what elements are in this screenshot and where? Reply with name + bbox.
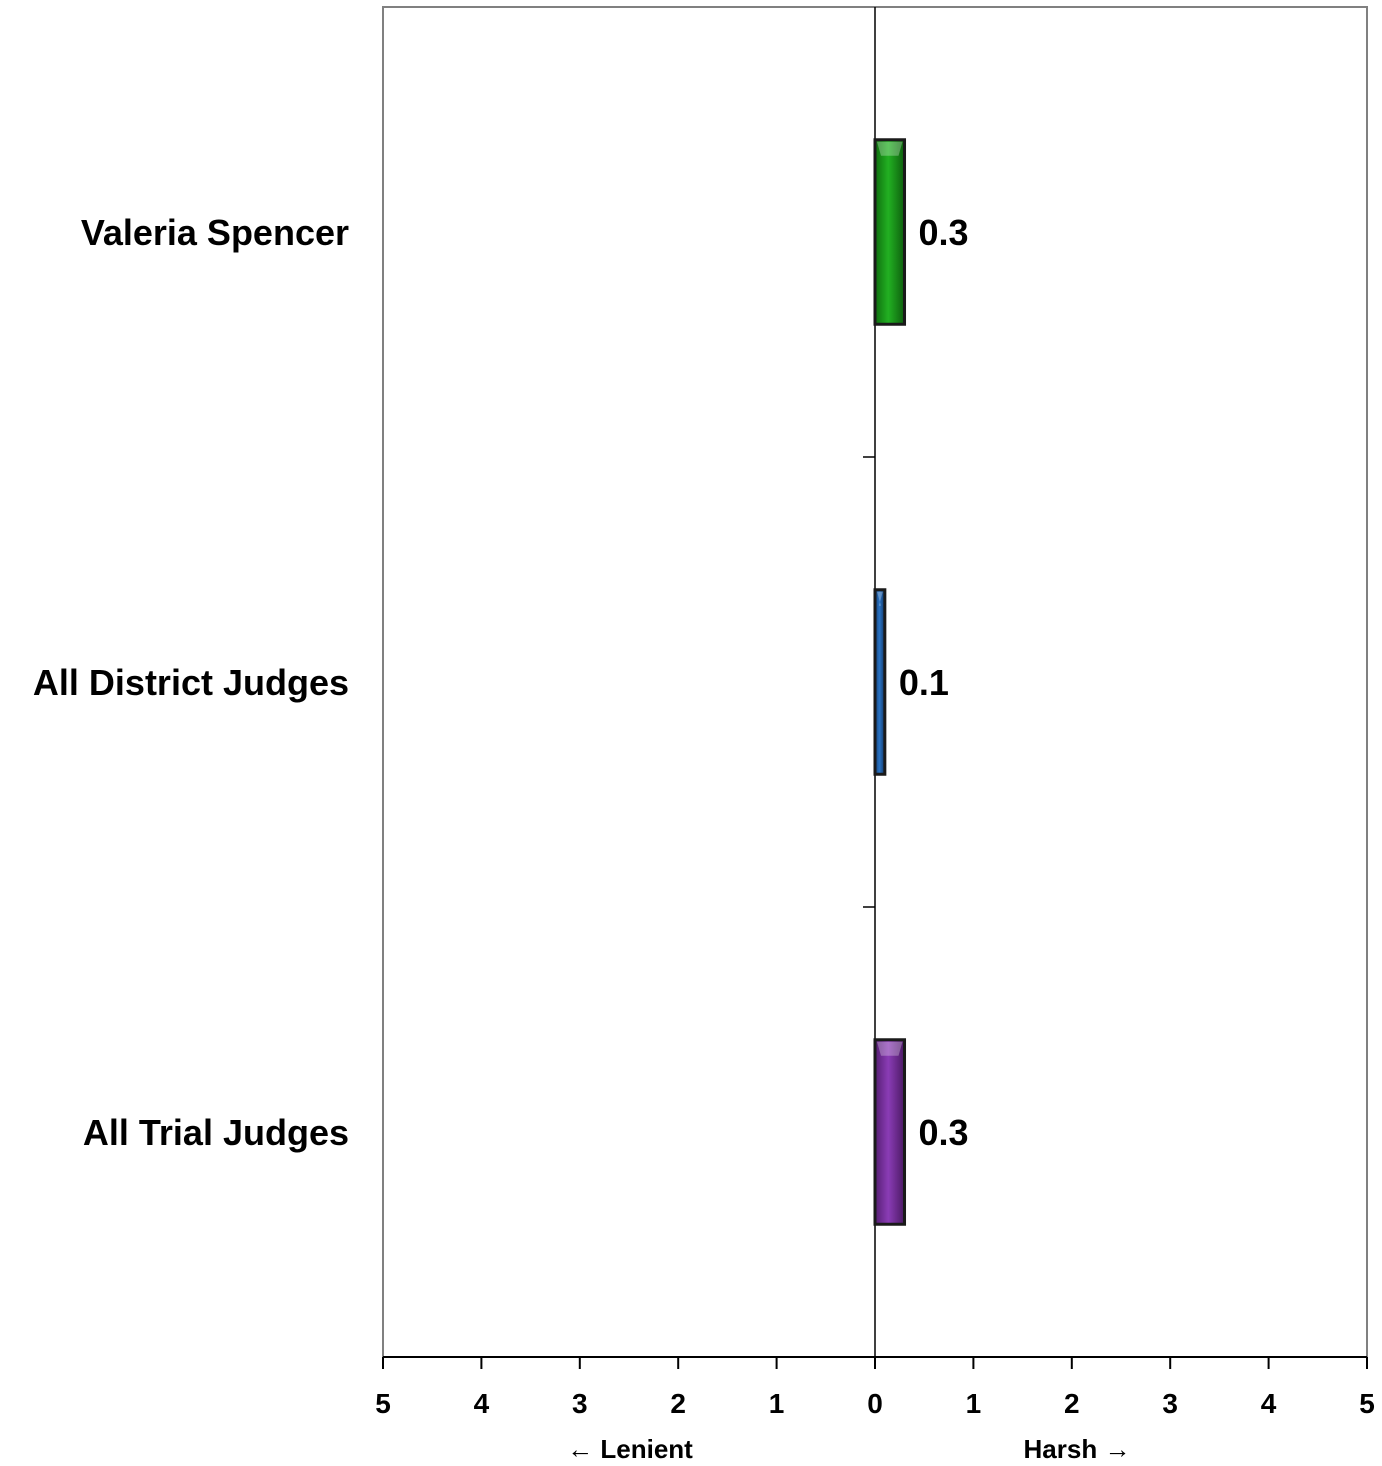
- bar: [873, 1038, 907, 1226]
- bar-highlight: [877, 141, 903, 156]
- bar-highlight: [877, 591, 883, 606]
- x-tick-label: 5: [375, 1388, 391, 1419]
- x-tick-label: 3: [1162, 1388, 1178, 1419]
- value-label: 0.3: [919, 1112, 969, 1153]
- x-tick-label: 0: [867, 1388, 883, 1419]
- bar-highlight: [877, 1041, 903, 1056]
- category-label: All District Judges: [33, 662, 349, 703]
- x-tick-label: 4: [474, 1388, 490, 1419]
- x-tick-label: 1: [966, 1388, 982, 1419]
- category-ticks: [863, 456, 875, 908]
- bar: [873, 138, 907, 326]
- x-tick-label: 5: [1359, 1388, 1375, 1419]
- value-label: 0.3: [919, 212, 969, 253]
- x-tick-label: 1: [769, 1388, 785, 1419]
- lenient-direction-label: ← Lenient: [567, 1434, 693, 1464]
- x-tick-label: 2: [670, 1388, 686, 1419]
- x-tick-label: 4: [1261, 1388, 1277, 1419]
- value-labels: 0.3 0.1 0.3: [899, 212, 969, 1153]
- x-axis-tick-labels: 5 4 3 2 1 0 1 2 3 4 5: [375, 1388, 1375, 1419]
- x-tick-label: 3: [572, 1388, 588, 1419]
- value-label: 0.1: [899, 662, 949, 703]
- harsh-direction-label: Harsh →: [1024, 1434, 1131, 1464]
- bar: [873, 588, 887, 776]
- x-axis-ticks: [382, 1357, 1368, 1369]
- category-label: All Trial Judges: [83, 1112, 349, 1153]
- category-label: Valeria Spencer: [81, 212, 349, 253]
- x-tick-label: 2: [1064, 1388, 1080, 1419]
- category-labels: Valeria Spencer All District Judges All Tr…: [33, 212, 349, 1153]
- bars: [873, 138, 907, 1226]
